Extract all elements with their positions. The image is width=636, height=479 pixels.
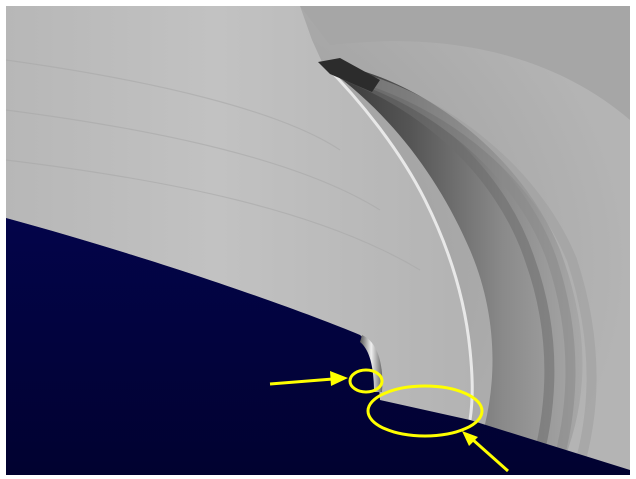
- ground-plane: [6, 218, 630, 475]
- upper-wedge: [300, 6, 630, 120]
- shock-front-edge: [320, 60, 474, 421]
- band-layers: [328, 65, 597, 472]
- arrow-left-head: [330, 371, 348, 386]
- annotations: [269, 368, 509, 473]
- shock-front-surface: [6, 6, 473, 420]
- dark-streak: [318, 58, 380, 92]
- shock-band: [318, 62, 583, 470]
- small-circle-annotation: [348, 368, 384, 394]
- arrow-right-shaft: [471, 437, 509, 473]
- arrow-heads: [330, 371, 478, 446]
- surface-facets: [5, 59, 421, 271]
- vortex-tube: [360, 335, 383, 392]
- arrow-left-shaft: [269, 377, 334, 386]
- arrow-right-head: [462, 431, 478, 446]
- large-ellipse-annotation: [366, 384, 484, 438]
